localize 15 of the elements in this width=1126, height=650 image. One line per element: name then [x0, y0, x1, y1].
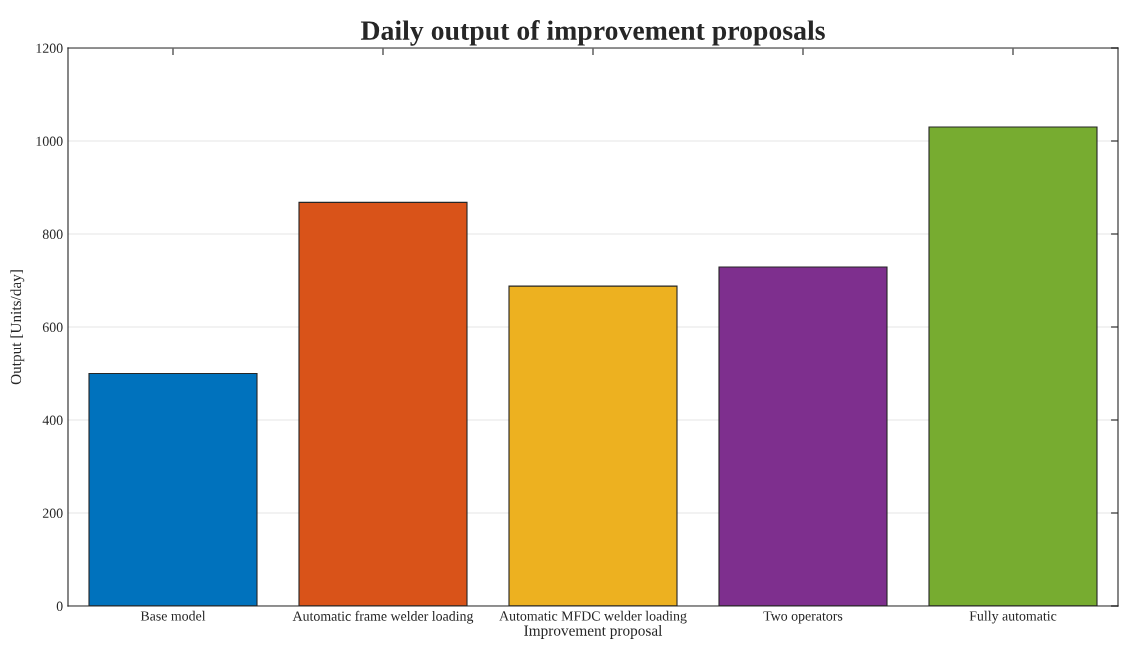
x-tick-label: Automatic frame welder loading — [292, 610, 474, 624]
y-axis-title: Output [Units/day] — [10, 270, 25, 385]
x-tick-label: Fully automatic — [969, 610, 1057, 624]
x-tick-label: Two operators — [763, 611, 843, 624]
x-tick-label: Base model — [140, 610, 206, 621]
y-tick-label: 600 — [42, 322, 63, 332]
x-axis-title: Improvement proposal — [524, 625, 663, 639]
y-tick-label: 200 — [42, 508, 63, 518]
x-tick-label: Automatic MFDC welder loading — [499, 610, 687, 624]
y-tick-label: 400 — [42, 415, 63, 425]
y-tick-label: 800 — [42, 229, 63, 239]
y-tick-label: 1200 — [36, 43, 63, 53]
chart-title: Daily output of improvement proposals — [360, 20, 825, 46]
y-tick-label: 1000 — [36, 136, 63, 146]
y-tick-label: 0 — [56, 601, 63, 611]
